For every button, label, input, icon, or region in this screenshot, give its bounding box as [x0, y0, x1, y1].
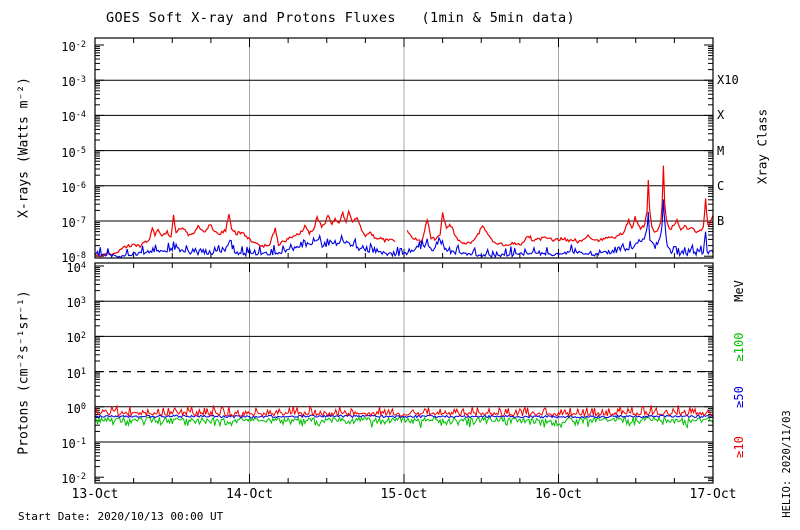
trace-xray-short — [95, 199, 713, 258]
panel-border — [94, 262, 714, 484]
trace-xray-long — [95, 209, 396, 258]
trace-xray-long — [406, 165, 713, 247]
panel-border — [94, 37, 714, 259]
trace-protons-ge10 — [95, 404, 713, 418]
